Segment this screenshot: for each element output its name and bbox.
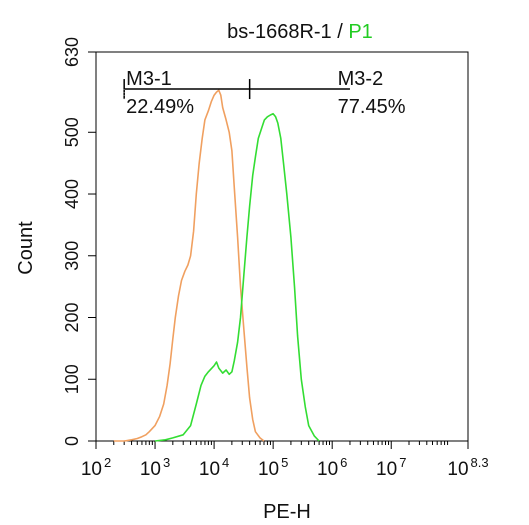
plot-frame [95,51,469,442]
marker-name-2: M3-2 [338,68,384,90]
chart-title: bs-1668R-1 / P1 [227,21,373,43]
x-tick-label: 10 8.3 [447,455,488,480]
marker-percent-2: 77.45% [338,96,406,118]
y-tick-label: 500 [62,117,82,147]
svg-text:bs-1668R-1 / P1: bs-1668R-1 / P1 [227,21,373,43]
x-tick-label: 10 2 [81,455,111,480]
x-axis-label: PE-H [263,501,311,523]
x-tick-label: 10 6 [317,455,347,480]
y-tick-label: 300 [62,241,82,271]
series-line-2 [154,112,320,442]
axes [95,51,469,442]
histogram-series [113,89,320,442]
gate-markers: M3-1 22.49% M3-2 77.45% [123,68,406,118]
title-gate: P1 [348,21,372,43]
y-tick-label: 100 [62,364,82,394]
marker-percent-1: 22.49% [126,96,194,118]
title-main: bs-1668R-1 / [227,21,348,43]
x-tick-label: 10 3 [140,455,170,480]
x-tick-label: 10 4 [199,455,229,480]
y-tick-label: 630 [62,37,82,67]
y-axis-ticks: 0 100 200 300 400 500 630 [62,37,96,446]
marker-name-1: M3-1 [126,68,172,90]
x-axis-ticks: 10 2 10 3 10 4 10 5 10 6 10 7 10 8.3 [81,441,489,480]
y-tick-label: 200 [62,302,82,332]
x-tick-label: 10 5 [258,455,288,480]
y-tick-label: 400 [62,179,82,209]
series-line-1 [113,89,265,442]
x-tick-label: 10 7 [376,455,406,480]
y-tick-label: 0 [62,436,82,446]
y-axis-label: Count [15,221,37,275]
